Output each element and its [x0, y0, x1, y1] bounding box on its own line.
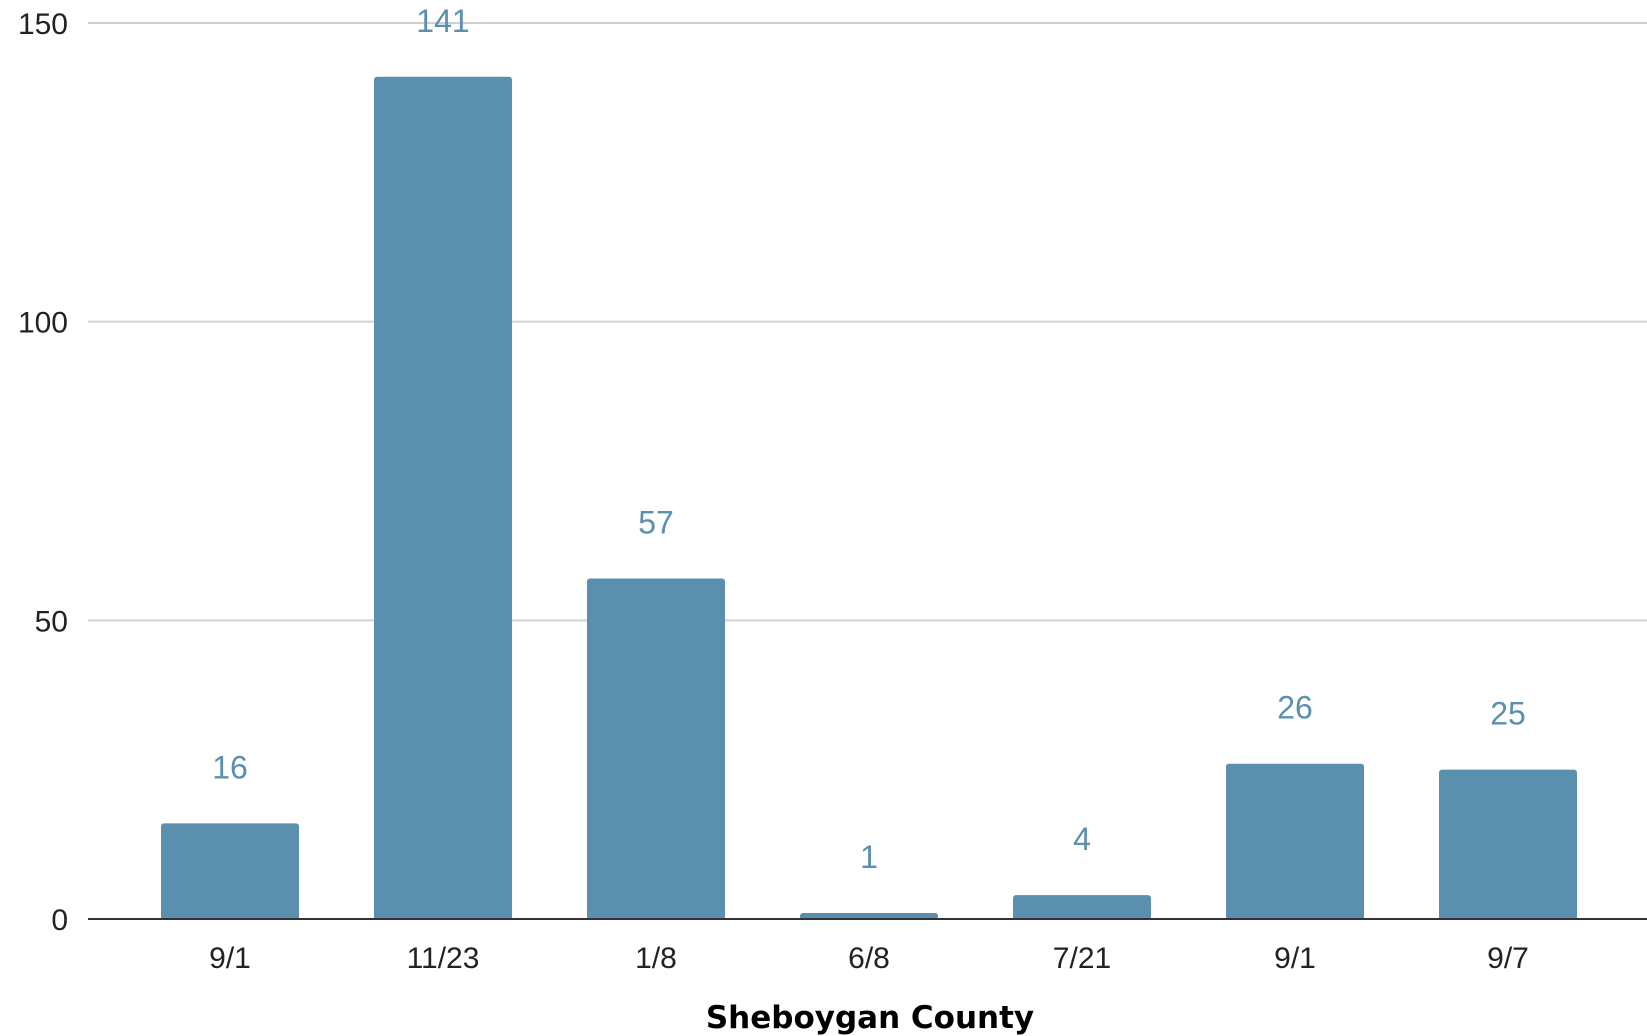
y-tick-label: 150 [18, 8, 68, 41]
x-axis-tick-labels: 9/1 11/23 1/8 6/8 7/21 9/1 9/7 [209, 942, 1529, 975]
bar [374, 76, 512, 920]
data-label: 26 [1277, 690, 1313, 726]
y-tick-label: 0 [51, 904, 68, 937]
gridlines [88, 22, 1647, 622]
x-tick-label: 1/8 [635, 942, 677, 975]
data-label: 16 [212, 749, 248, 785]
bar [1013, 895, 1151, 920]
bars [161, 76, 1577, 920]
data-label: 4 [1073, 821, 1091, 857]
bar [161, 823, 299, 920]
data-label: 25 [1490, 696, 1526, 732]
x-tick-label: 9/7 [1487, 942, 1529, 975]
data-label: 57 [638, 505, 674, 541]
x-tick-label: 9/1 [1274, 942, 1316, 975]
bar [1439, 769, 1577, 920]
y-axis-tick-labels: 0 50 100 150 [18, 8, 68, 937]
data-label: 1 [860, 839, 878, 875]
x-tick-label: 9/1 [209, 942, 251, 975]
y-tick-label: 50 [35, 605, 68, 638]
bar [1226, 763, 1364, 920]
x-tick-label: 7/21 [1053, 942, 1111, 975]
x-tick-label: 6/8 [848, 942, 890, 975]
y-tick-label: 100 [18, 307, 68, 340]
x-axis-title: Sheboygan County [706, 1000, 1034, 1036]
data-label: 141 [416, 3, 469, 39]
bar [587, 578, 725, 920]
data-labels: 16 141 57 1 4 26 25 [212, 3, 1526, 875]
x-tick-label: 11/23 [407, 942, 480, 975]
